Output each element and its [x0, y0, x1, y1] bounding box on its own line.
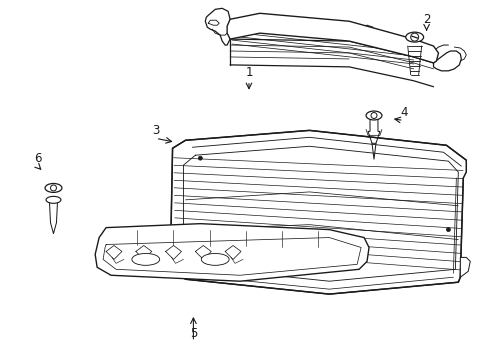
- Text: 1: 1: [244, 66, 252, 79]
- Polygon shape: [170, 130, 466, 294]
- Text: 4: 4: [399, 106, 407, 119]
- Polygon shape: [95, 224, 368, 281]
- Text: 5: 5: [189, 327, 197, 340]
- Circle shape: [410, 33, 418, 41]
- Ellipse shape: [201, 253, 229, 265]
- Polygon shape: [226, 13, 438, 63]
- Polygon shape: [205, 8, 230, 45]
- Circle shape: [446, 228, 449, 231]
- Circle shape: [50, 185, 56, 191]
- Ellipse shape: [366, 111, 381, 120]
- Ellipse shape: [46, 196, 61, 203]
- Text: 2: 2: [422, 13, 429, 26]
- Circle shape: [370, 113, 376, 118]
- Polygon shape: [459, 257, 469, 277]
- Polygon shape: [433, 51, 460, 71]
- Text: 3: 3: [152, 124, 159, 137]
- Ellipse shape: [45, 184, 62, 192]
- Ellipse shape: [132, 253, 160, 265]
- Circle shape: [198, 156, 202, 160]
- Ellipse shape: [405, 32, 423, 42]
- Text: 6: 6: [34, 152, 41, 165]
